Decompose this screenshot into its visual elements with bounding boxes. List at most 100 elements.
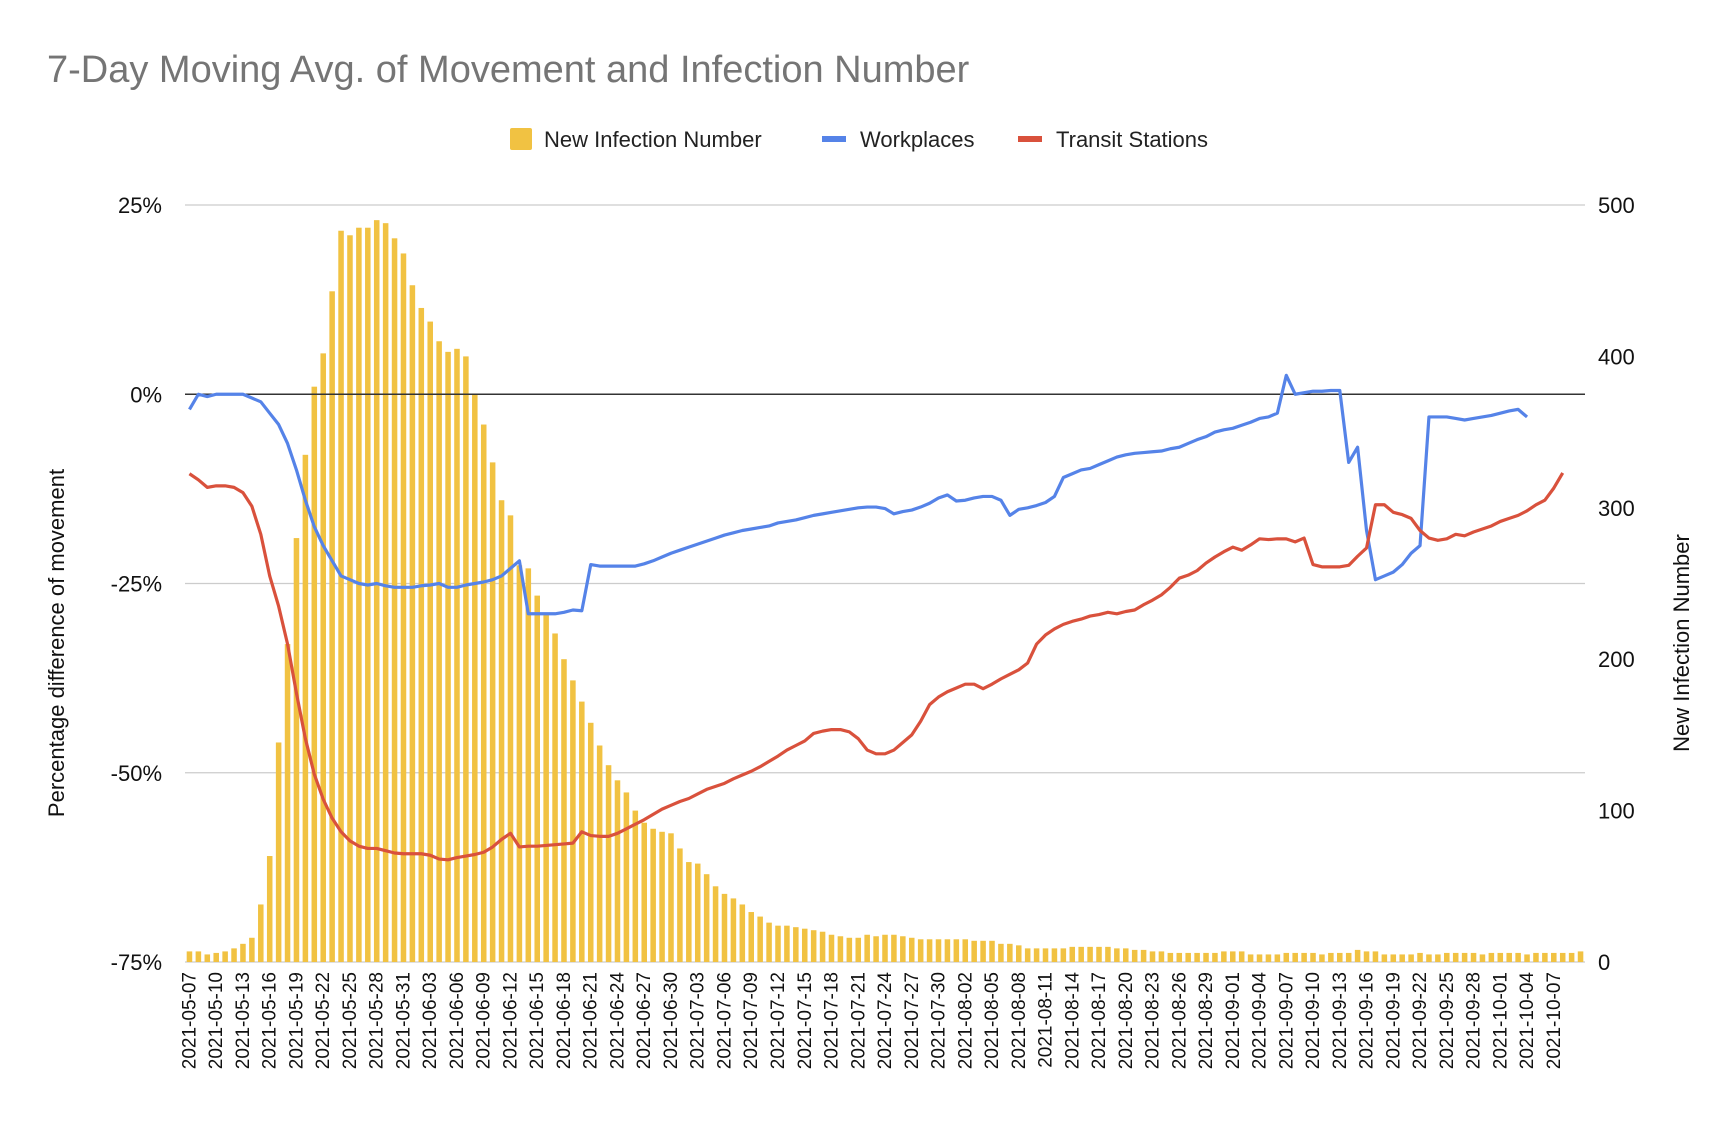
- x-tick-label: 2021-05-28: [367, 972, 388, 1069]
- bar: [1069, 946, 1076, 962]
- bar: [1185, 952, 1191, 962]
- bar: [766, 922, 772, 962]
- bar: [391, 238, 398, 963]
- bar: [204, 954, 211, 962]
- x-tick-label: 2021-07-03: [688, 972, 709, 1069]
- bar: [213, 952, 219, 962]
- legend: New Infection Number Workplaces Transit …: [510, 127, 1208, 152]
- bar: [721, 893, 728, 962]
- bar: [944, 939, 951, 962]
- bar: [926, 939, 933, 962]
- bar: [311, 386, 318, 962]
- bar: [659, 831, 665, 962]
- x-tick-label: 2021-09-25: [1437, 972, 1458, 1069]
- bar: [1203, 952, 1209, 962]
- x-tick-label: 2021-08-14: [1062, 972, 1083, 1070]
- x-axis-ticks: 2021-05-07 2021-05-10 2021-05-13 2021-05-16…: [179, 972, 1564, 1070]
- left-tick-label: 0%: [130, 382, 162, 407]
- bar: [1568, 952, 1575, 962]
- bar: [1461, 952, 1468, 962]
- x-tick-label: 2021-08-05: [982, 972, 1003, 1069]
- bar: [338, 230, 344, 962]
- legend-label-transit: Transit Stations: [1056, 127, 1208, 152]
- bar: [1301, 952, 1307, 962]
- bar: [1140, 949, 1147, 962]
- bar: [703, 874, 710, 962]
- bar: [480, 424, 487, 962]
- x-tick-label: 2021-10-07: [1544, 972, 1565, 1069]
- bar: [917, 939, 924, 962]
- bar: [1542, 952, 1548, 962]
- x-tick-label: 2021-07-18: [822, 972, 843, 1069]
- x-tick-label: 2021-05-31: [393, 972, 414, 1069]
- bar: [373, 220, 380, 962]
- bar: [686, 862, 692, 962]
- x-tick-label: 2021-08-11: [1036, 972, 1057, 1068]
- bar: [1078, 946, 1084, 962]
- x-tick-label: 2021-09-01: [1223, 972, 1244, 1069]
- left-tick-label: -50%: [111, 761, 162, 786]
- bar: [1551, 952, 1557, 962]
- bar: [650, 828, 656, 962]
- bar: [365, 227, 371, 962]
- left-axis-ticks: 25% 0% -25% -50% -75%: [111, 193, 162, 975]
- x-tick-label: 2021-06-09: [474, 972, 495, 1069]
- bar: [1497, 952, 1504, 962]
- infection-bars: [186, 220, 1584, 963]
- bar: [828, 934, 835, 962]
- bar: [1230, 951, 1236, 962]
- bar: [1328, 952, 1334, 962]
- legend-label-infection: New Infection Number: [544, 127, 762, 152]
- bar: [730, 898, 737, 962]
- bar: [623, 792, 630, 962]
- x-tick-label: 2021-05-22: [313, 972, 334, 1069]
- bar: [1345, 952, 1352, 962]
- bar: [801, 928, 808, 962]
- bar: [775, 925, 781, 962]
- bar: [400, 253, 407, 962]
- transit-stations-line: [188, 472, 1565, 862]
- bar: [891, 934, 897, 962]
- x-tick-label: 2021-06-24: [607, 972, 628, 1070]
- bar: [694, 863, 701, 962]
- bar: [409, 285, 416, 962]
- x-tick-label: 2021-06-27: [634, 972, 655, 1069]
- bar: [1470, 952, 1477, 962]
- bar: [962, 939, 969, 962]
- x-tick-label: 2021-06-12: [500, 972, 521, 1069]
- bar: [1167, 952, 1174, 962]
- x-tick-label: 2021-05-25: [340, 972, 361, 1069]
- bar: [1060, 948, 1067, 962]
- bar: [266, 856, 273, 962]
- x-tick-label: 2021-07-12: [768, 972, 789, 1069]
- bar: [605, 765, 612, 962]
- bar: [855, 937, 862, 962]
- right-tick-label: 300: [1598, 496, 1635, 521]
- bar: [1149, 951, 1156, 962]
- bar: [1105, 946, 1111, 962]
- x-tick-label: 2021-08-08: [1009, 972, 1030, 1069]
- bar: [846, 937, 853, 962]
- bar: [1399, 954, 1405, 962]
- bar: [275, 742, 282, 962]
- x-tick-label: 2021-09-13: [1330, 972, 1351, 1069]
- bar: [908, 937, 915, 962]
- bar: [186, 951, 193, 962]
- bar: [998, 943, 1004, 962]
- x-tick-label: 2021-07-24: [875, 972, 896, 1070]
- right-tick-label: 200: [1598, 647, 1635, 672]
- bar: [1042, 948, 1049, 962]
- x-tick-label: 2021-09-07: [1276, 972, 1297, 1069]
- right-tick-label: 100: [1598, 799, 1635, 824]
- bar: [1212, 952, 1218, 962]
- bar: [1354, 949, 1361, 962]
- bar: [1452, 952, 1459, 962]
- bar: [989, 940, 995, 962]
- bar: [454, 348, 460, 963]
- x-tick-label: 2021-06-30: [661, 972, 682, 1069]
- bar: [1390, 954, 1397, 962]
- bar: [739, 904, 746, 962]
- bar: [293, 538, 300, 962]
- right-tick-label: 400: [1598, 344, 1635, 369]
- bar: [1123, 948, 1129, 962]
